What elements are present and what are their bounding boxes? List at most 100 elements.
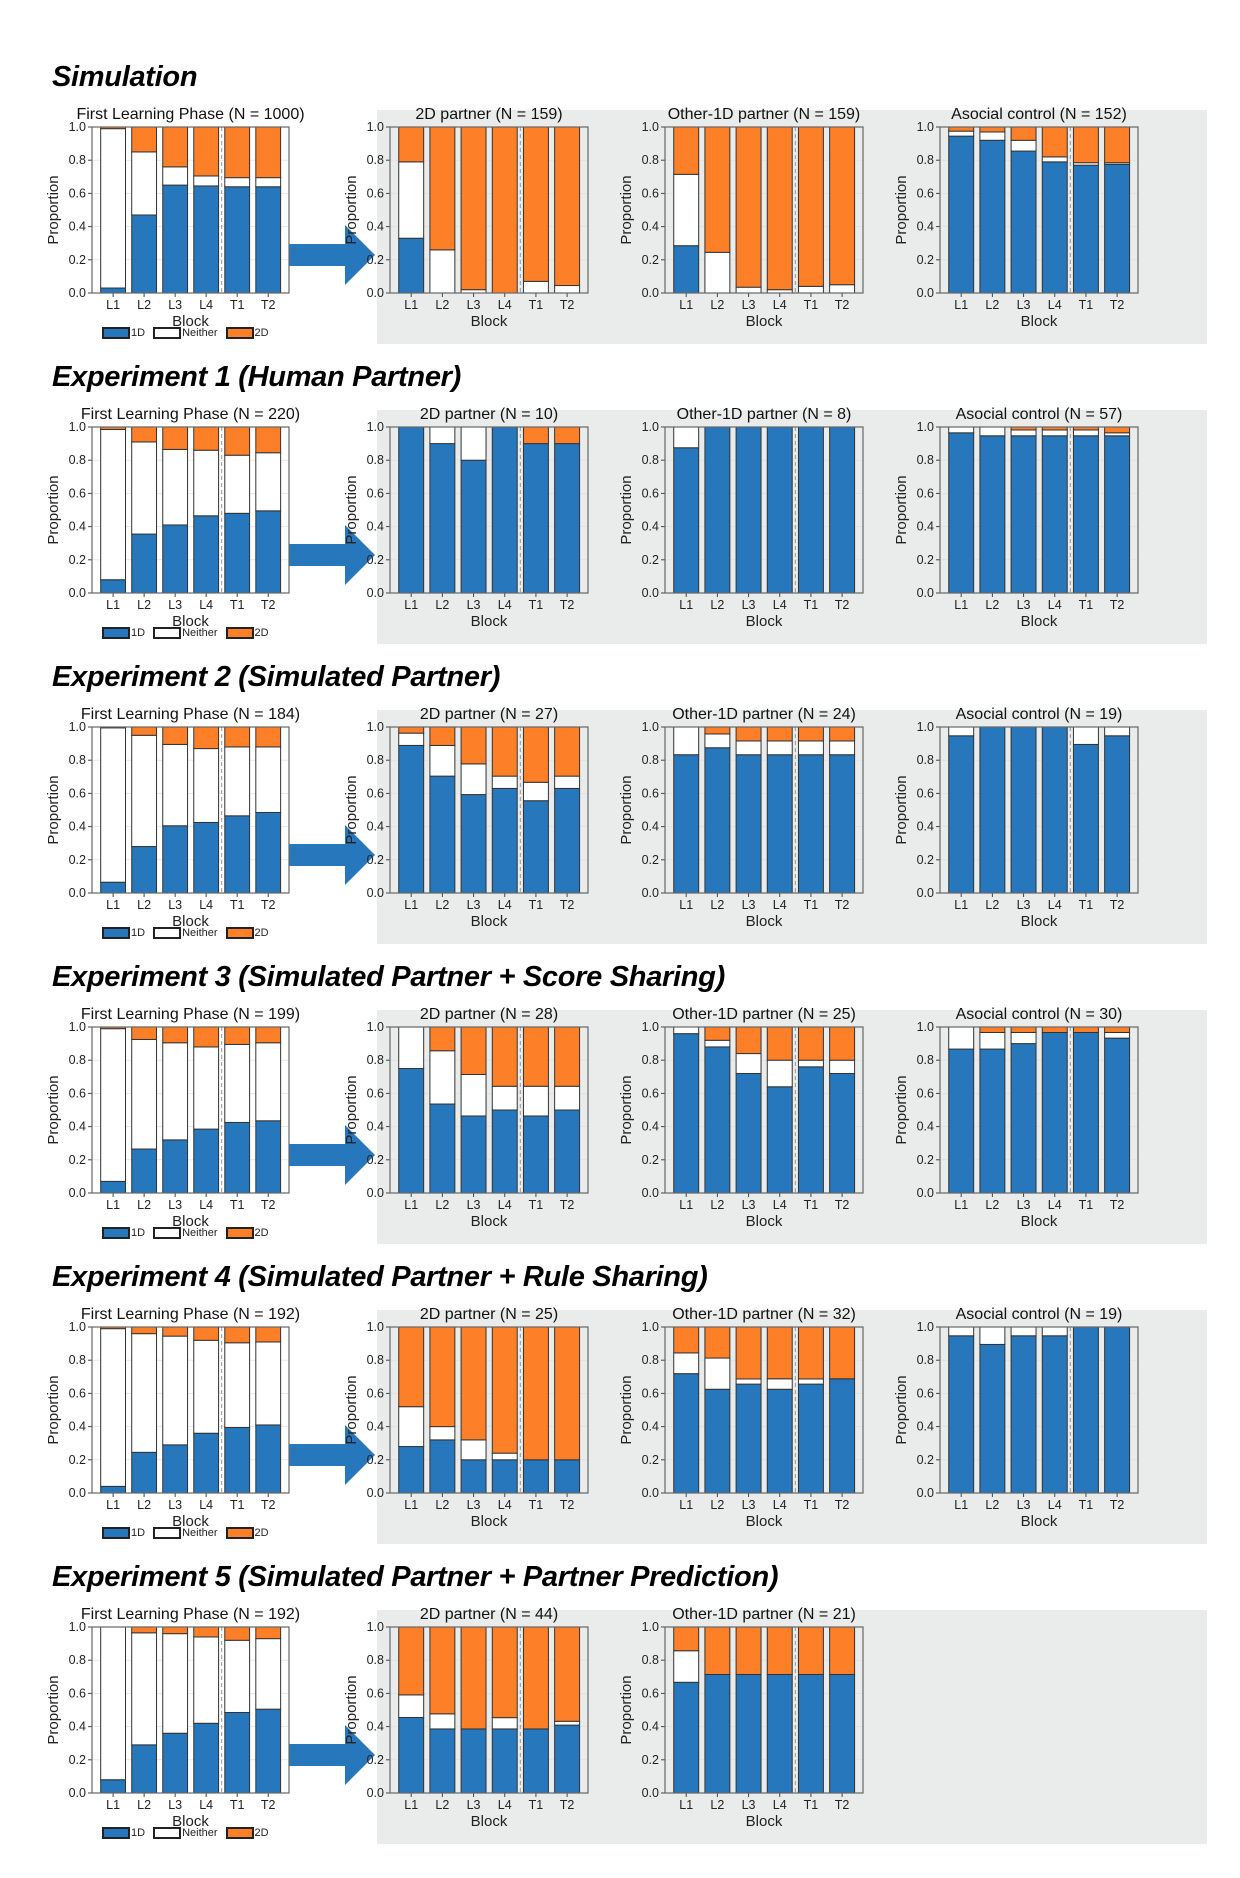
bar-segment-1d: [162, 1139, 189, 1194]
bar-segment-neither: [673, 426, 700, 449]
bar-segment-1d: [1010, 1043, 1037, 1194]
y-tick-label: 1.0: [367, 420, 384, 434]
x-tick-label: T2: [1110, 898, 1125, 912]
y-axis-label: Proportion: [343, 1675, 360, 1744]
legend: 1D Neither 2D: [102, 927, 277, 940]
bar-segment-2d: [491, 1026, 518, 1087]
y-tick-label: 0.6: [642, 186, 659, 200]
y-tick-label: 0.6: [69, 1386, 86, 1400]
y-tick-label: 0.2: [69, 1453, 86, 1467]
bar-segment-neither: [673, 726, 700, 756]
y-tick-label: 0.8: [642, 1053, 659, 1067]
bar-segment-neither: [979, 131, 1006, 141]
y-tick-label: 0.8: [642, 753, 659, 767]
y-tick-label: 0.8: [367, 153, 384, 167]
bar-segment-2d: [522, 426, 549, 445]
y-tick-label: 1.0: [642, 120, 659, 134]
y-axis-label: Proportion: [618, 1075, 635, 1144]
bar-segment-1d: [162, 524, 189, 594]
y-tick-label: 1.0: [367, 1020, 384, 1034]
x-tick-label: T2: [835, 298, 850, 312]
x-tick-label: L1: [954, 1498, 968, 1512]
legend-swatch: [102, 1227, 130, 1240]
legend-label: Neither: [182, 927, 218, 939]
bar-segment-neither: [162, 1335, 189, 1446]
y-axis-label: Proportion: [343, 475, 360, 544]
y-tick-label: 0.0: [642, 1786, 659, 1800]
x-tick-label: T2: [835, 1798, 850, 1812]
y-tick-label: 0.4: [69, 520, 86, 534]
panel-title: First Learning Phase (N = 199): [81, 1006, 300, 1023]
y-tick-label: 0.6: [69, 786, 86, 800]
legend-swatch: [153, 327, 182, 340]
bar-segment-1d: [131, 1148, 158, 1194]
x-tick-label: T1: [804, 1198, 819, 1212]
bar-segment-1d: [673, 1373, 700, 1494]
bar-segment-2d: [224, 126, 251, 179]
x-tick-label: L2: [137, 598, 151, 612]
bar-segment-neither: [398, 1406, 425, 1448]
y-tick-label: 0.6: [69, 186, 86, 200]
bar-segment-neither: [224, 177, 251, 188]
y-tick-label: 0.0: [367, 286, 384, 300]
y-tick-label: 0.0: [642, 1186, 659, 1200]
x-tick-label: L4: [498, 1198, 512, 1212]
panel-title: Asocial control (N = 57): [956, 406, 1123, 423]
legend-swatch: [225, 1527, 254, 1540]
y-tick-label: 0.2: [69, 253, 86, 267]
y-axis-label: Proportion: [45, 1675, 62, 1744]
bar-segment-1d: [735, 1673, 762, 1794]
x-axis-label: Block: [746, 1513, 783, 1530]
x-axis-label: Block: [172, 1213, 209, 1230]
legend-swatch: [225, 327, 254, 340]
bar-segment-neither: [162, 743, 189, 827]
bar-segment-1d: [979, 726, 1006, 894]
arrow-icon: [287, 525, 375, 585]
bar-segment-2d: [398, 1626, 425, 1696]
bar-segment-2d: [1072, 126, 1099, 164]
x-tick-label: L2: [137, 1198, 151, 1212]
y-axis-label: Proportion: [893, 475, 910, 544]
x-axis-label: Block: [172, 613, 209, 630]
bar-segment-1d: [1041, 161, 1068, 294]
legend-swatch: [225, 927, 254, 940]
bar-segment-neither: [797, 1059, 824, 1068]
partner-chart: Asocial control (N = 57) 0.0 0.2 0.4 0.6 0.8 1…: [893, 406, 1139, 630]
y-tick-label: 1.0: [917, 720, 934, 734]
first-phase-chart: First Learning Phase (N = 199) 0.0 0.2 0.4 0…: [45, 1006, 300, 1230]
partner-chart: 2D partner (N = 28) 0.0 0.2 0.4 0.6 0.8 1.0 L1 L…: [343, 1006, 589, 1230]
legend-label: Neither: [182, 1827, 218, 1839]
bar-segment-neither: [255, 177, 282, 188]
bar-segment-1d: [979, 1343, 1006, 1494]
bar-segment-2d: [131, 1326, 158, 1335]
legend-label: 1D: [131, 327, 146, 339]
y-tick-label: 0.2: [367, 1753, 384, 1767]
x-tick-label: L3: [1017, 1198, 1031, 1212]
x-tick-label: L1: [404, 898, 418, 912]
bar-segment-1d: [131, 214, 158, 294]
y-axis-label: Proportion: [45, 475, 62, 544]
panel-title: First Learning Phase (N = 220): [81, 406, 300, 423]
legend-label: 1D: [131, 1527, 146, 1539]
arrow-icon: [287, 225, 375, 285]
bar-segment-1d: [1041, 1335, 1068, 1494]
experiment-row: Experiment 4 (Simulated Partner + Rule S…: [0, 1255, 1240, 1555]
partner-chart: 2D partner (N = 10) 0.0 0.2 0.4 0.6 0.8 1.0 L1 L…: [343, 406, 589, 630]
x-axis-label: Block: [746, 613, 783, 630]
bar-segment-neither: [829, 1059, 856, 1074]
y-axis-label: Proportion: [893, 1375, 910, 1444]
y-tick-label: 0.0: [367, 1186, 384, 1200]
bar-segment-1d: [948, 432, 975, 594]
bar-segment-1d: [491, 1728, 518, 1794]
bar-segment-1d: [398, 1716, 425, 1794]
x-tick-label: L2: [985, 598, 999, 612]
bar-segment-neither: [829, 740, 856, 756]
bar-segment-2d: [398, 726, 425, 734]
x-tick-label: L1: [679, 1498, 693, 1512]
x-tick-label: T2: [261, 1198, 276, 1212]
bar-segment-2d: [460, 1326, 487, 1441]
arrow-shape: [287, 1725, 375, 1785]
y-tick-label: 0.8: [367, 453, 384, 467]
y-tick-label: 1.0: [367, 1320, 384, 1334]
y-tick-label: 0.4: [69, 1720, 86, 1734]
